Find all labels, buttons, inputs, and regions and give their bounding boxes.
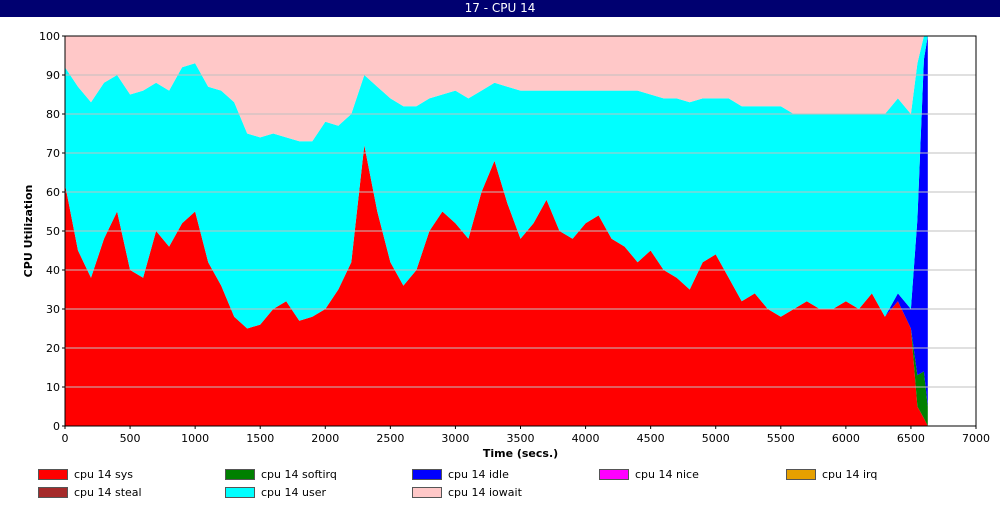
legend-label: cpu 14 steal [74, 485, 142, 499]
legend-item: cpu 14 softirq [225, 466, 337, 482]
y-tick-label: 30 [46, 303, 60, 316]
chart-legend: cpu 14 sys cpu 14 softirq cpu 14 idle cpu 1… [38, 466, 978, 502]
x-tick-label: 500 [120, 432, 141, 445]
series-layer [65, 36, 928, 426]
x-tick-label: 1000 [181, 432, 209, 445]
x-tick-label: 2500 [376, 432, 404, 445]
y-tick-label: 0 [53, 420, 60, 433]
legend-swatch [786, 468, 816, 480]
x-tick-label: 5500 [767, 432, 795, 445]
legend-swatch [38, 486, 68, 498]
legend-item: cpu 14 nice [599, 466, 699, 482]
legend-swatch [225, 468, 255, 480]
legend-item: cpu 14 user [225, 484, 326, 500]
x-tick-label: 1500 [246, 432, 274, 445]
window-title-bar: 17 - CPU 14 [0, 0, 1000, 17]
legend-swatch [38, 468, 68, 480]
legend-item: cpu 14 iowait [412, 484, 522, 500]
y-tick-label: 80 [46, 108, 60, 121]
x-tick-label: 3500 [507, 432, 535, 445]
y-tick-label: 70 [46, 147, 60, 160]
x-tick-label: 6000 [832, 432, 860, 445]
chart-area: 0 10 20 30 40 50 60 70 80 90 100 0 500 1000 1500 2000 2… [0, 17, 1000, 504]
x-tick-labels: 0 500 1000 1500 2000 2500 3000 3500 4000 4500 5000… [62, 426, 990, 445]
legend-label: cpu 14 irq [822, 467, 878, 481]
series-area-cpu-14-sys [65, 145, 928, 426]
x-tick-label: 0 [62, 432, 69, 445]
x-tick-label: 2000 [311, 432, 339, 445]
legend-swatch [225, 486, 255, 498]
y-tick-label: 50 [46, 225, 60, 238]
legend-item: cpu 14 irq [786, 466, 877, 482]
legend-item: cpu 14 idle [412, 466, 509, 482]
legend-label: cpu 14 nice [635, 467, 699, 481]
legend-item: cpu 14 steal [38, 484, 142, 500]
y-axis-label: CPU Utilization [22, 185, 35, 278]
x-tick-label: 7000 [962, 432, 990, 445]
legend-label: cpu 14 sys [74, 467, 133, 481]
x-tick-label: 5000 [702, 432, 730, 445]
legend-label: cpu 14 user [261, 485, 326, 499]
y-tick-label: 10 [46, 381, 60, 394]
cpu-utilization-chart: 0 10 20 30 40 50 60 70 80 90 100 0 500 1000 1500 2000 2… [22, 30, 990, 460]
y-tick-label: 90 [46, 69, 60, 82]
series-area-cpu-14-iowait [65, 36, 928, 142]
y-tick-label: 100 [39, 30, 60, 43]
legend-swatch [412, 486, 442, 498]
y-tick-label: 20 [46, 342, 60, 355]
legend-label: cpu 14 idle [448, 467, 509, 481]
x-tick-label: 3000 [441, 432, 469, 445]
x-tick-label: 4500 [637, 432, 665, 445]
legend-swatch [412, 468, 442, 480]
y-tick-labels: 0 10 20 30 40 50 60 70 80 90 100 [39, 30, 65, 433]
y-tick-label: 60 [46, 186, 60, 199]
legend-item: cpu 14 sys [38, 466, 133, 482]
legend-swatch [599, 468, 629, 480]
x-tick-label: 4000 [572, 432, 600, 445]
window-title: 17 - CPU 14 [464, 1, 536, 15]
series-area-cpu-14-user [65, 36, 928, 329]
x-tick-label: 6500 [897, 432, 925, 445]
legend-label: cpu 14 softirq [261, 467, 337, 481]
x-axis-label: Time (secs.) [483, 447, 558, 460]
y-tick-label: 40 [46, 264, 60, 277]
legend-label: cpu 14 iowait [448, 485, 522, 499]
